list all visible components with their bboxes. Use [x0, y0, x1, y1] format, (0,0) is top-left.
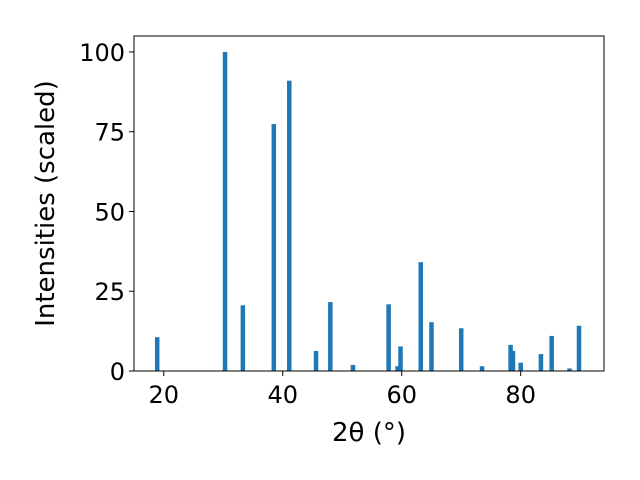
- bar: [518, 362, 523, 371]
- bar: [271, 124, 277, 371]
- bar: [328, 302, 333, 371]
- x-tick-label: 60: [386, 381, 417, 409]
- y-tick-label: 50: [94, 198, 125, 226]
- bar: [567, 368, 572, 371]
- bar: [287, 80, 292, 372]
- bar: [154, 337, 160, 371]
- x-tick-label: 40: [267, 381, 298, 409]
- plot-frame: [133, 35, 605, 372]
- bar: [458, 328, 464, 371]
- x-tick-label: 80: [505, 381, 536, 409]
- bar: [510, 350, 516, 371]
- x-axis-label: 2θ (°): [332, 418, 406, 448]
- bar: [398, 346, 403, 371]
- x-tick-label: 20: [148, 381, 179, 409]
- y-axis-label: Intensities (scaled): [31, 80, 61, 327]
- y-tick-label: 100: [79, 39, 125, 67]
- y-tick-label: 25: [94, 278, 125, 306]
- bar: [222, 51, 228, 371]
- bar: [538, 354, 544, 371]
- bar: [549, 335, 554, 371]
- bar: [350, 364, 356, 371]
- bar: [479, 366, 485, 371]
- bar: [240, 305, 246, 371]
- bar: [418, 262, 424, 371]
- bar: [313, 350, 319, 371]
- bars-group: [154, 51, 582, 372]
- bar: [395, 366, 400, 371]
- x-axis-ticks: 20 40 60 80: [148, 371, 536, 409]
- bar: [386, 304, 391, 371]
- y-axis-ticks: 0 25 50 75 100: [79, 39, 134, 386]
- y-tick-label: 0: [110, 358, 125, 386]
- bar: [576, 325, 582, 371]
- y-tick-label: 75: [94, 119, 125, 147]
- bar: [429, 322, 434, 371]
- bar: [508, 344, 513, 371]
